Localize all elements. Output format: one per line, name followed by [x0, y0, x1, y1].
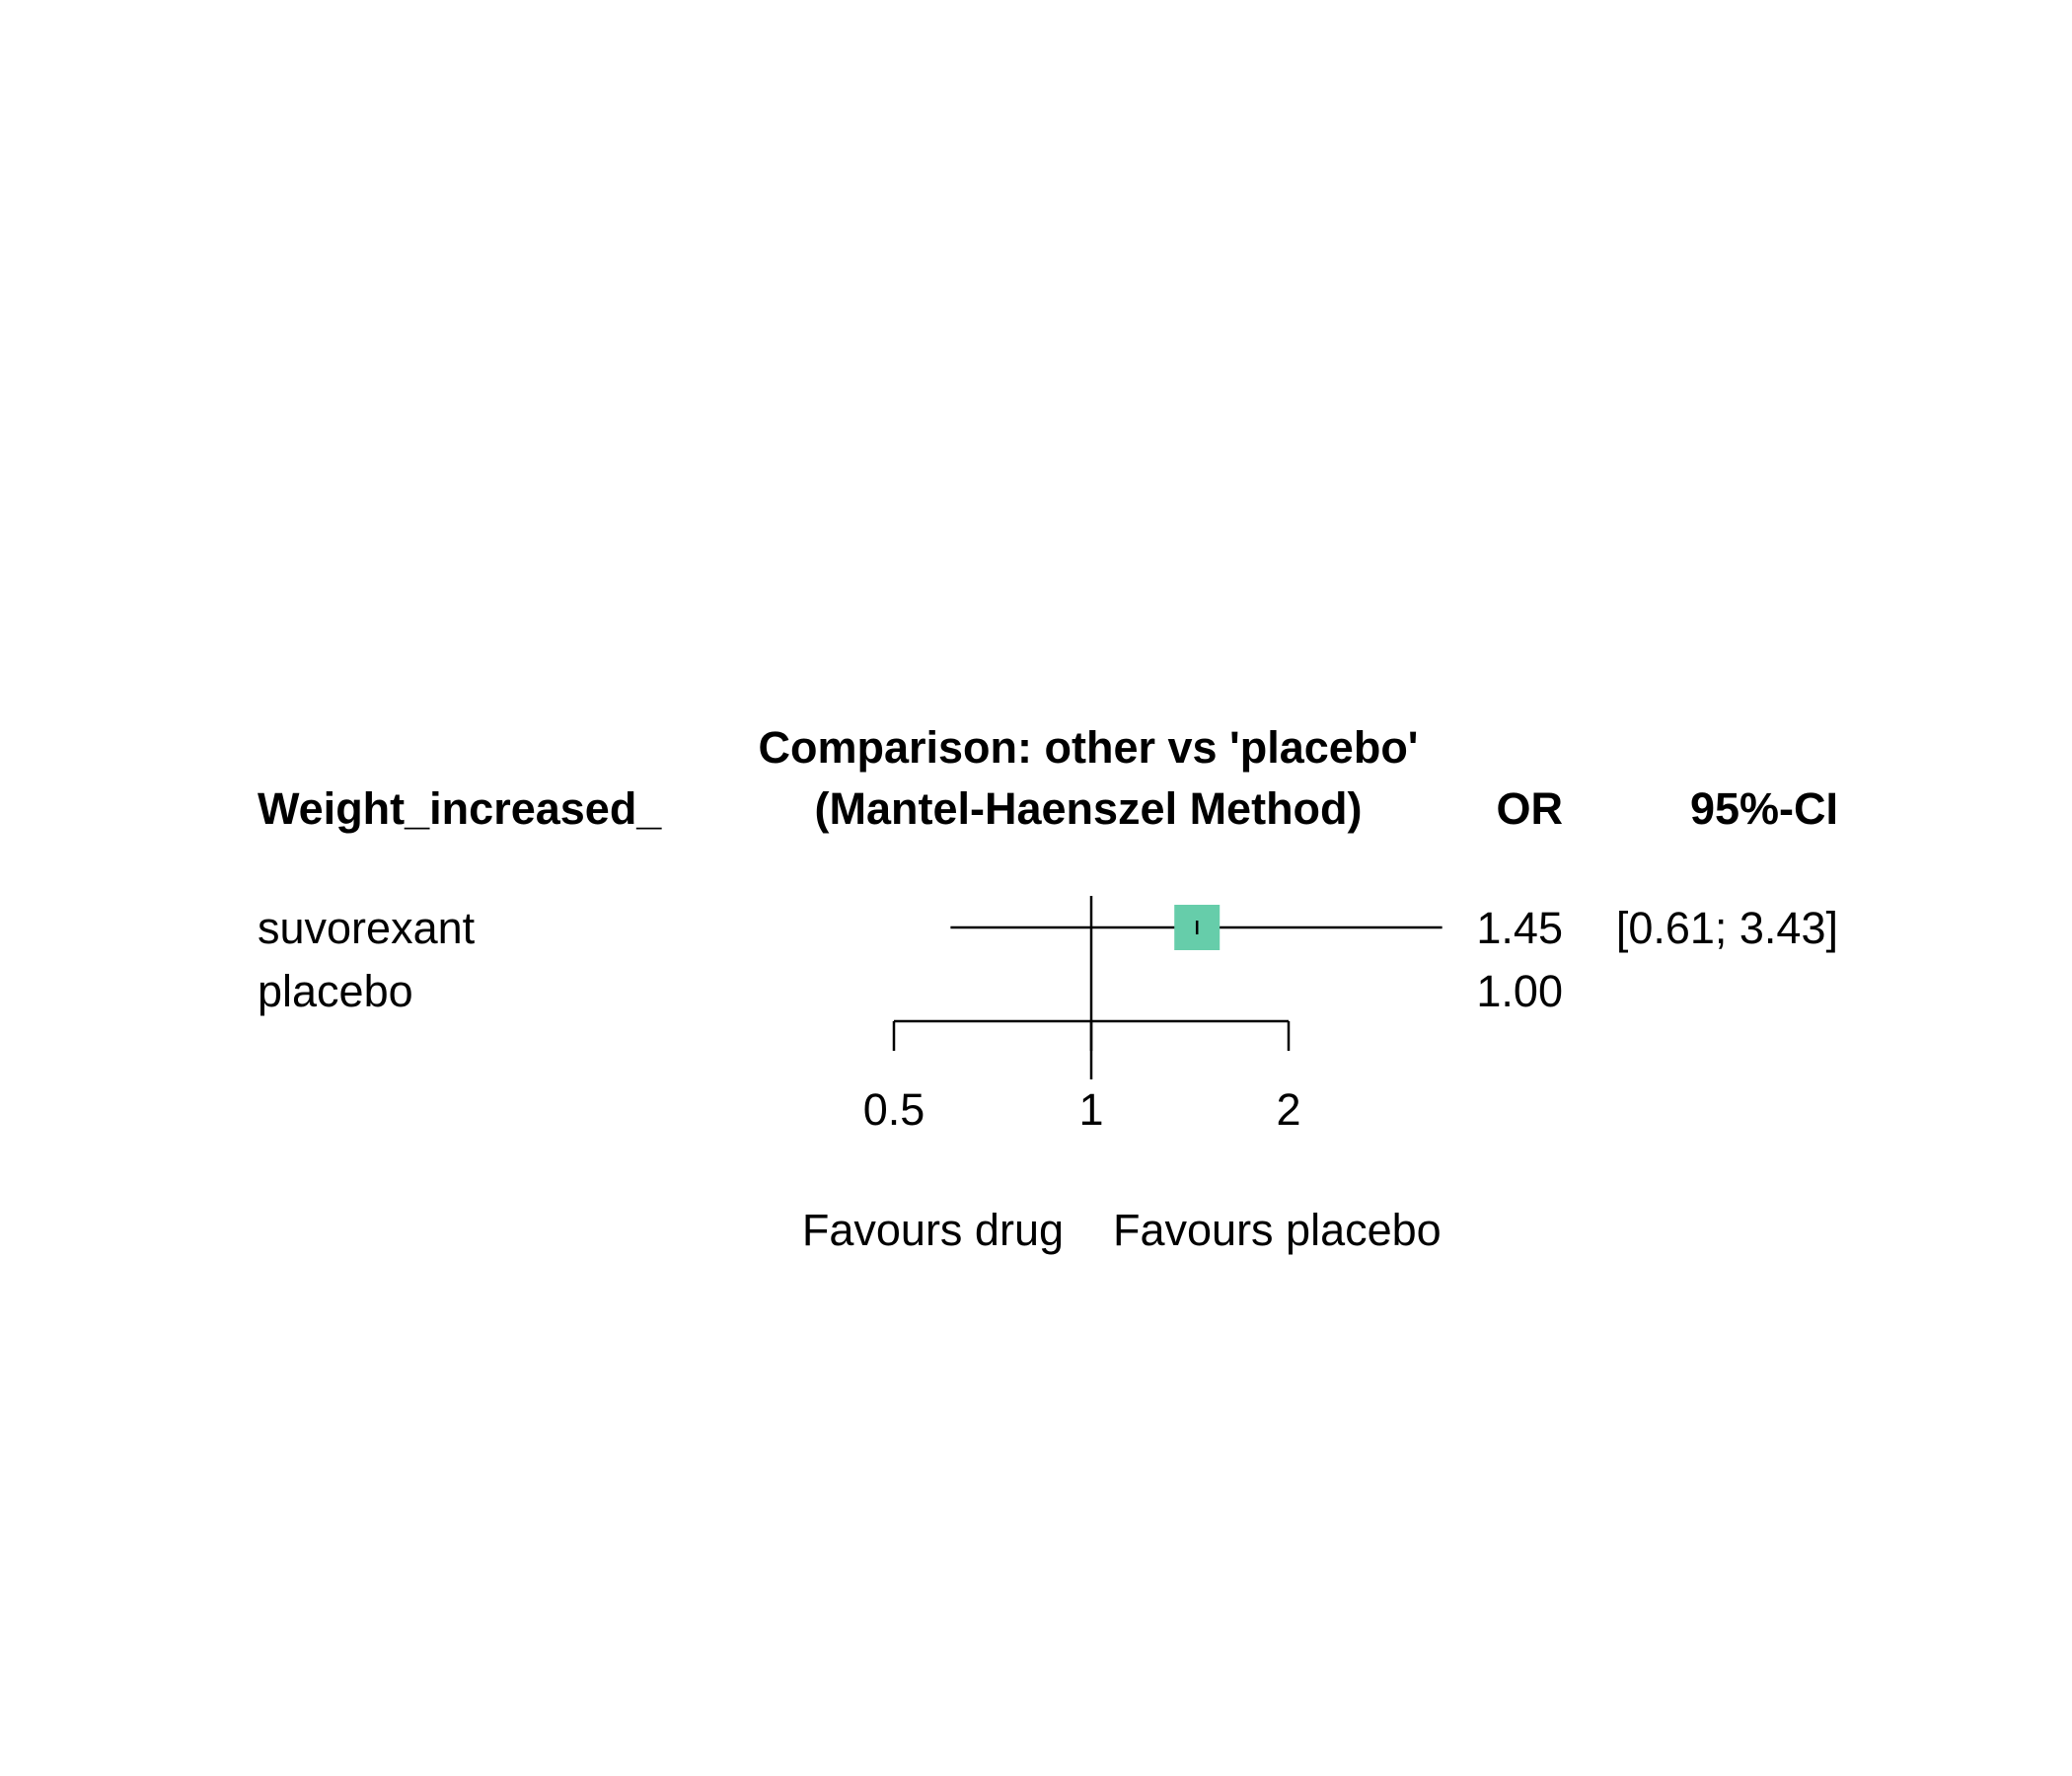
x-tick-label: 2 [1276, 1084, 1300, 1135]
row-label: placebo [258, 966, 413, 1016]
column-header-or: OR [1497, 783, 1564, 834]
x-tick-label: 1 [1078, 1084, 1103, 1135]
row-label: suvorexant [258, 903, 476, 953]
column-header-label: Weight_increased_ [258, 783, 662, 834]
chart-title: Comparison: other vs 'placebo' [758, 722, 1418, 773]
favours-left-label: Favours drug [802, 1205, 1064, 1255]
row-ci-value: [0.61; 3.43] [1616, 903, 1838, 953]
x-tick-label: 0.5 [863, 1084, 925, 1135]
chart-subtitle: (Mantel-Haenszel Method) [814, 783, 1362, 834]
favours-right-label: Favours placebo [1113, 1205, 1442, 1255]
row-or-value: 1.45 [1476, 903, 1563, 953]
row-or-value: 1.00 [1476, 966, 1563, 1016]
x-axis: 0.5 1 2 [863, 1019, 1301, 1135]
rows-group: suvorexant 1.45 [0.61; 3.43] placebo 1.00 [258, 903, 1838, 1016]
column-header-ci: 95%-CI [1690, 783, 1838, 834]
